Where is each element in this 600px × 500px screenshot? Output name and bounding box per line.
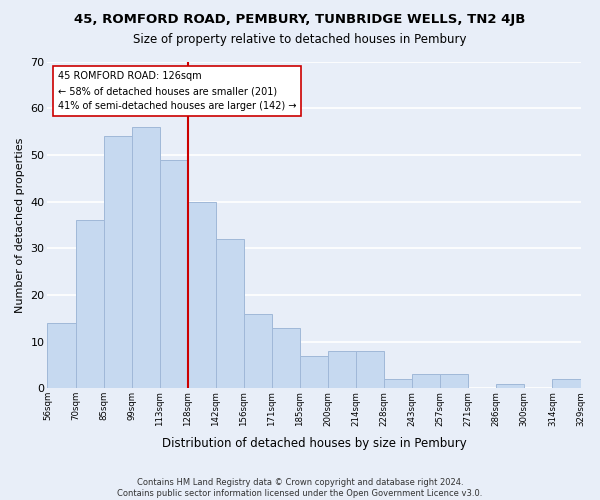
Bar	[553, 379, 581, 388]
Bar	[104, 136, 131, 388]
Bar	[160, 160, 188, 388]
Bar	[412, 374, 440, 388]
Bar	[216, 239, 244, 388]
Text: Size of property relative to detached houses in Pembury: Size of property relative to detached ho…	[133, 32, 467, 46]
Y-axis label: Number of detached properties: Number of detached properties	[15, 137, 25, 312]
Bar	[244, 314, 272, 388]
Bar	[328, 351, 356, 388]
Bar	[440, 374, 468, 388]
Bar	[188, 202, 216, 388]
Bar	[384, 379, 412, 388]
X-axis label: Distribution of detached houses by size in Pembury: Distribution of detached houses by size …	[161, 437, 466, 450]
Text: 45, ROMFORD ROAD, PEMBURY, TUNBRIDGE WELLS, TN2 4JB: 45, ROMFORD ROAD, PEMBURY, TUNBRIDGE WEL…	[74, 12, 526, 26]
Bar	[356, 351, 384, 388]
Bar	[76, 220, 104, 388]
Bar	[131, 127, 160, 388]
Text: Contains HM Land Registry data © Crown copyright and database right 2024.
Contai: Contains HM Land Registry data © Crown c…	[118, 478, 482, 498]
Bar	[272, 328, 300, 388]
Text: 45 ROMFORD ROAD: 126sqm
← 58% of detached houses are smaller (201)
41% of semi-d: 45 ROMFORD ROAD: 126sqm ← 58% of detache…	[58, 72, 296, 111]
Bar	[300, 356, 328, 388]
Bar	[47, 323, 76, 388]
Bar	[496, 384, 524, 388]
